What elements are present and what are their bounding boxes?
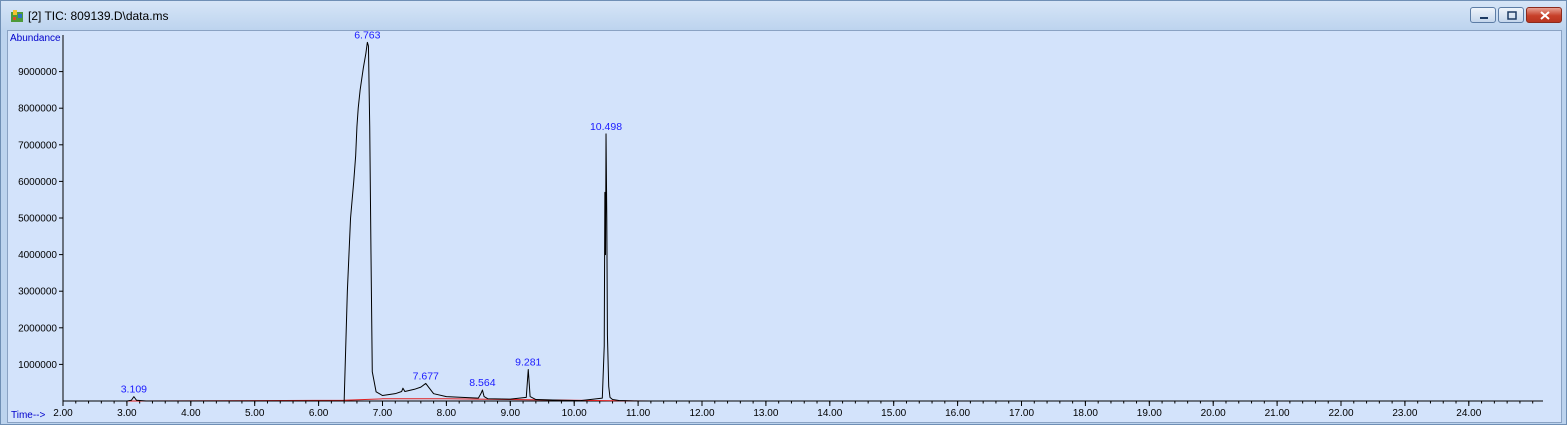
x-tick-label: 16.00	[945, 408, 970, 419]
chromatogram-chart: 1000000 2000000 3000000 4000000 5000000 60000…	[10, 31, 1543, 421]
x-tick-label: 17.00	[1009, 408, 1034, 419]
maximize-button[interactable]	[1498, 7, 1524, 23]
x-tick-label: 20.00	[1201, 408, 1226, 419]
x-tick-label: 19.00	[1137, 408, 1162, 419]
traces	[63, 41, 1533, 402]
minimize-icon	[1480, 17, 1488, 19]
x-tick-label: 15.00	[881, 408, 906, 419]
peak-label: 3.109	[121, 384, 147, 396]
close-button[interactable]	[1526, 7, 1562, 23]
x-tick-label: 3.00	[117, 408, 137, 419]
x-tick-label: 14.00	[817, 408, 842, 419]
y-tick-label: 3000000	[18, 287, 57, 298]
peak-label: 7.677	[413, 370, 439, 382]
x-axis: 2.00 3.00 4.00 5.00 6.00 7.00 8.00 9.00 10.00 11.…	[53, 400, 1543, 419]
peak-label: 9.281	[515, 357, 541, 369]
y-axis-label: Abundance	[10, 33, 61, 44]
x-tick-label: 2.00	[53, 408, 73, 419]
x-axis-label: Time-->	[11, 410, 46, 421]
maximize-icon	[1507, 11, 1517, 20]
x-tick-label: 24.00	[1456, 408, 1481, 419]
chromatogram-plot[interactable]: 1000000 2000000 3000000 4000000 5000000 60000…	[7, 30, 1562, 423]
x-tick-label: 6.00	[309, 408, 329, 419]
x-tick-label: 11.00	[626, 408, 651, 419]
peak-label: 10.498	[590, 121, 622, 133]
y-axis: 1000000 2000000 3000000 4000000 5000000 60000…	[18, 35, 64, 401]
peak-labels: 3.109 6.763 7.677 8.564 9.281 10.498	[121, 31, 623, 396]
y-tick-label: 5000000	[18, 214, 57, 225]
x-tick-label: 18.00	[1073, 408, 1098, 419]
title-bar[interactable]: [2] TIC: 809139.D\data.ms	[1, 1, 1566, 29]
tic-trace-line	[63, 41, 1533, 402]
peak-label: 8.564	[469, 377, 495, 389]
y-tick-label: 8000000	[18, 104, 57, 115]
x-tick-label: 5.00	[245, 408, 265, 419]
x-tick-label: 12.00	[689, 408, 714, 419]
x-tick-label: 4.00	[181, 408, 201, 419]
x-tick-label: 21.00	[1265, 408, 1290, 419]
x-tick-label: 13.00	[753, 408, 778, 419]
x-tick-label: 23.00	[1392, 408, 1417, 419]
y-tick-label: 1000000	[18, 360, 57, 371]
x-tick-label: 22.00	[1328, 408, 1353, 419]
y-tick-label: 4000000	[18, 250, 57, 261]
y-tick-label: 9000000	[18, 67, 57, 78]
close-icon	[1540, 11, 1550, 20]
y-tick-label: 6000000	[18, 177, 57, 188]
x-tick-label: 10.00	[562, 408, 587, 419]
peak-label: 6.763	[354, 31, 380, 41]
minimize-button[interactable]	[1470, 7, 1496, 23]
x-tick-label: 8.00	[437, 408, 457, 419]
x-tick-label: 9.00	[501, 408, 521, 419]
window-title: [2] TIC: 809139.D\data.ms	[28, 9, 169, 23]
chromatogram-app-icon	[10, 9, 24, 23]
y-tick-label: 2000000	[18, 323, 57, 334]
y-tick-label: 7000000	[18, 140, 57, 151]
x-tick-label: 7.00	[373, 408, 393, 419]
